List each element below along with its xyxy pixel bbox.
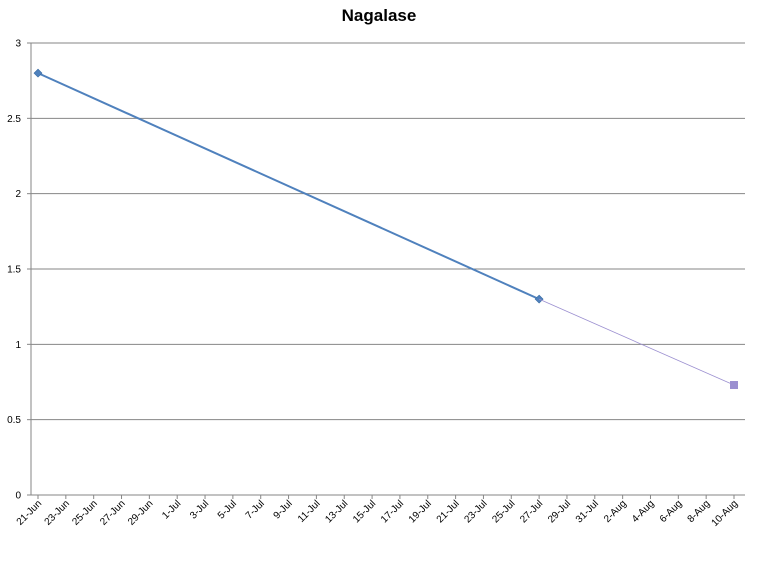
y-tick-label: 1.5 [7,265,21,276]
x-tick-label: 6-Aug [658,498,685,525]
x-tick-label: 19-Jul [407,498,434,525]
x-tick-label: 29-Jun [126,498,155,527]
x-tick-label: 27-Jun [98,498,127,527]
x-tick-label: 7-Jul [244,498,267,521]
x-tick-label: 15-Jul [351,498,378,525]
x-tick-label: 17-Jul [379,498,406,525]
x-tick-label: 25-Jun [70,498,99,527]
x-tick-label: 13-Jul [323,498,350,525]
y-tick-label: 0.5 [7,415,21,426]
x-tick-label: 9-Jul [272,498,295,521]
x-tick-label: 29-Jul [546,498,573,525]
y-tick-label: 2 [15,189,21,200]
y-tick-label: 0 [15,491,21,502]
x-tick-label: 10-Aug [710,498,741,529]
data-point-diamond [33,68,43,78]
series-line-2 [538,298,735,386]
x-tick-label: 31-Jul [574,498,601,525]
x-tick-label: 1-Jul [160,498,183,521]
y-tick-label: 1 [15,340,21,351]
x-tick-label: 3-Jul [188,498,211,521]
x-tick-label: 23-Jun [43,498,72,527]
x-tick-label: 21-Jul [435,498,462,525]
chart-title: Nagalase [341,6,417,25]
tick-labels: 00.511.522.5321-Jun23-Jun25-Jun27-Jun29-… [7,39,740,529]
data-point-square [730,381,738,390]
series-line-1 [37,72,540,301]
x-tick-label: 2-Aug [602,498,629,525]
x-tick-label: 4-Aug [630,498,657,525]
x-tick-label: 11-Jul [296,498,323,525]
x-tick-label: 8-Aug [686,498,713,525]
x-tick-label: 21-Jun [15,498,44,527]
y-tick-label: 3 [15,39,21,50]
axes [27,42,745,499]
series-lines [33,68,738,390]
x-tick-label: 5-Jul [216,498,239,521]
x-tick-label: 27-Jul [518,498,545,525]
x-tick-label: 25-Jul [490,498,517,525]
y-tick-label: 2.5 [7,114,21,125]
gridlines [31,42,745,421]
x-tick-label: 23-Jul [463,498,490,525]
